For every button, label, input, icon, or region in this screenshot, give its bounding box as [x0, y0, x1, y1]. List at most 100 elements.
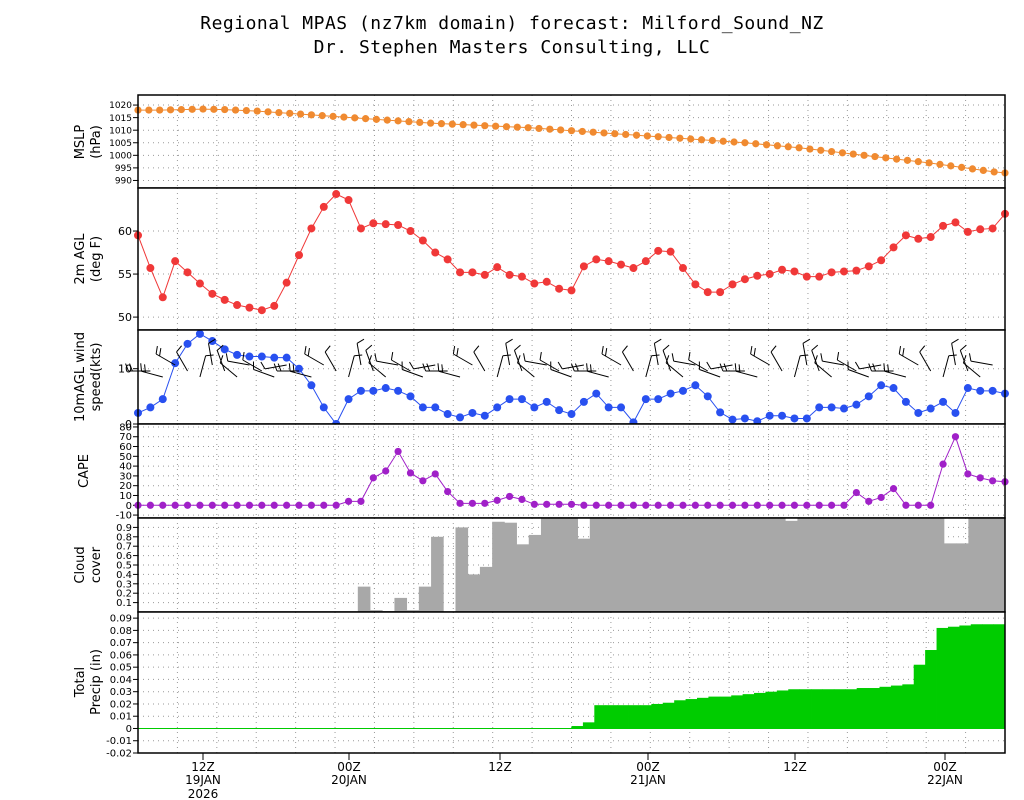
wind-barb-flag: [409, 361, 415, 370]
cape-point: [704, 501, 712, 509]
cape-point: [716, 501, 724, 509]
wind-barb-flag: [456, 348, 459, 357]
time-tick-date: 22JAN: [927, 773, 963, 787]
temp-point: [208, 289, 217, 298]
ytick-label: 0.2: [116, 589, 132, 600]
wind-point: [295, 364, 304, 373]
cloud-bar: [553, 518, 566, 612]
wind-point: [158, 395, 167, 404]
wind-barb: [176, 351, 188, 372]
cape-point: [382, 467, 390, 475]
ytick-label: 50: [118, 311, 132, 324]
mslp-point: [318, 112, 326, 120]
cape-point: [828, 501, 836, 509]
cape-point: [530, 500, 538, 508]
wind-barb: [227, 360, 250, 366]
wind-point: [406, 392, 415, 401]
wind-point: [740, 414, 749, 423]
cape-point: [543, 500, 551, 508]
wind-point: [307, 381, 316, 390]
cape-point: [691, 501, 699, 509]
ytick-label: 0.1: [116, 598, 132, 609]
mslp-point: [156, 106, 164, 114]
wind-barb: [942, 355, 950, 378]
mslp-point: [546, 125, 554, 133]
temp-point: [889, 243, 898, 252]
ytick-label: 10: [119, 491, 132, 502]
ytick-label: -10: [116, 511, 132, 522]
wind-barb-flag: [144, 364, 146, 373]
cape-point: [444, 487, 452, 496]
cloud-bar: [565, 518, 579, 612]
cloud-bar: [931, 518, 945, 612]
precip-bar: [947, 626, 960, 729]
wind-barb-flag: [622, 345, 628, 353]
wind-barb-flag: [505, 338, 513, 344]
ytick-label: 10: [118, 363, 132, 376]
wind-barb-flag: [872, 363, 876, 372]
wind-point: [394, 386, 403, 395]
wind-barb-flag: [422, 363, 427, 372]
cloud-axis-label: Cloud: [73, 546, 88, 583]
mslp-point: [481, 122, 489, 130]
mslp-point: [437, 120, 446, 128]
ytick-label: 0.4: [116, 570, 132, 581]
wind-barb-flag: [292, 364, 295, 373]
cape-point: [320, 501, 328, 509]
temp-point: [765, 270, 774, 279]
wind-point: [703, 392, 712, 401]
temp-point: [901, 231, 910, 240]
wind-barb-flag: [968, 353, 972, 362]
wind-barb-flag: [356, 338, 365, 344]
temp-point: [171, 257, 180, 266]
mslp-point: [448, 120, 456, 128]
mslp-point: [296, 110, 305, 118]
ytick-label: 0.01: [110, 712, 132, 723]
precip-bar: [708, 696, 721, 729]
wind-barb: [524, 360, 547, 366]
time-tick-date: 19JAN: [185, 773, 221, 787]
temp-axis-label: (deg F): [89, 236, 104, 282]
cloud-bar: [638, 518, 652, 612]
temp-point: [839, 267, 848, 276]
cloud-bar: [687, 518, 701, 612]
wind-barb: [368, 362, 387, 378]
wind-barb: [356, 343, 362, 366]
temp-point: [654, 246, 663, 255]
mslp-point: [405, 118, 413, 126]
cloud-bar: [956, 543, 969, 612]
cape-point: [159, 501, 167, 509]
wind-barb-flag: [738, 364, 741, 373]
wind-barb-flag: [273, 363, 278, 372]
temp-point: [678, 264, 687, 273]
wind-barb: [621, 351, 634, 372]
wind-point: [802, 414, 811, 423]
wind-point: [381, 384, 390, 393]
wind-point: [270, 353, 279, 362]
wind-barb-flag: [304, 346, 307, 355]
wind-point: [939, 397, 948, 406]
wind-point: [678, 386, 687, 395]
ytick-label: 0.9: [116, 523, 132, 534]
mslp-point: [752, 140, 760, 148]
wind-axis-label: speed(kts): [89, 343, 104, 412]
ytick-label: 0.04: [110, 675, 132, 686]
time-tick-year: 2026: [188, 787, 219, 800]
temp-point: [951, 218, 960, 227]
wind-point: [963, 384, 972, 393]
time-tick-label: 12Z: [783, 760, 807, 774]
temp-point: [728, 280, 737, 289]
wind-barb: [699, 369, 721, 378]
wind-point: [889, 384, 898, 393]
temp-point: [716, 288, 725, 297]
wind-barb-flag: [951, 338, 959, 344]
temp-point: [332, 190, 341, 199]
mslp-point: [990, 168, 998, 176]
precip-bar: [868, 688, 880, 729]
mslp-point: [177, 105, 185, 114]
temp-point: [369, 219, 378, 228]
mslp-point: [622, 130, 630, 139]
chart-subtitle: Dr. Stephen Masters Consulting, LLC: [313, 37, 711, 58]
cloud-bar: [394, 597, 408, 612]
wind-barb: [242, 359, 263, 372]
